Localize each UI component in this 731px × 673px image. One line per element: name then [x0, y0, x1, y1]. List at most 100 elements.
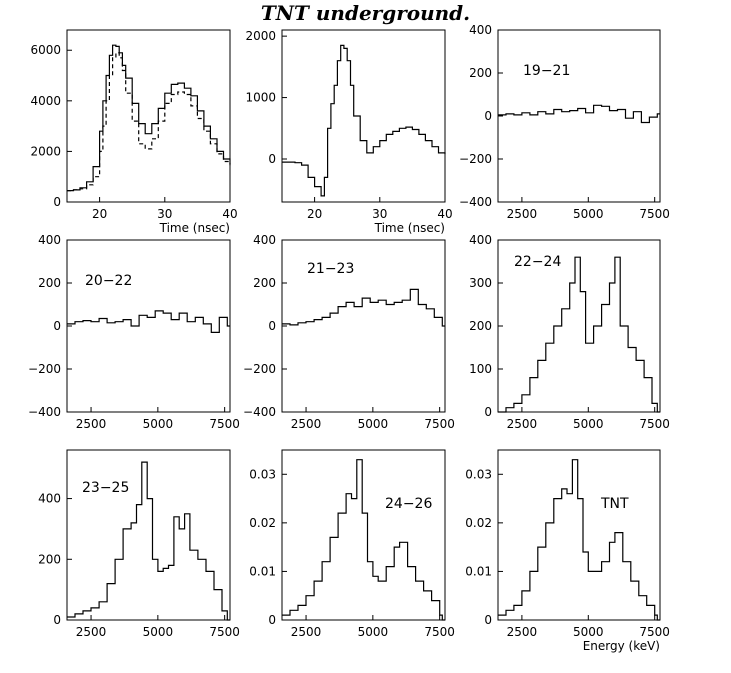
- x-tick-label: 2500: [291, 417, 322, 431]
- y-tick-label: 4000: [30, 94, 61, 108]
- x-axis-title: Time (nsec): [374, 221, 445, 235]
- data-series-1: [498, 256, 660, 413]
- data-series-2: [67, 52, 231, 192]
- y-tick-label: −400: [28, 405, 61, 419]
- chart-panel-5: 2500 5000 7500 −400 −200 0 200 400 21−23: [243, 233, 455, 431]
- x-tick-label: 5000: [573, 625, 604, 639]
- plot-frame: [497, 29, 661, 203]
- x-tick-label: 7500: [639, 417, 670, 431]
- panel-label: 24−26: [385, 496, 432, 512]
- y-tick-label: 0: [268, 613, 276, 627]
- y-tick-label: −200: [459, 152, 492, 166]
- panel-label: 22−24: [514, 254, 561, 270]
- data-series-1: [498, 459, 660, 621]
- x-tick-label: 5000: [358, 417, 389, 431]
- x-tick-label: 7500: [639, 625, 670, 639]
- x-tick-label: 2500: [76, 625, 107, 639]
- x-tick-label: 7500: [209, 625, 240, 639]
- y-tick-label: 0: [53, 319, 61, 333]
- data-series-1: [282, 44, 446, 197]
- chart-panel-2: 20 30 40 0 1000 2000 Time (nsec): [245, 29, 452, 235]
- y-tick-label: 100: [469, 362, 492, 376]
- data-series-1: [67, 310, 230, 333]
- y-tick-label: 0: [484, 613, 492, 627]
- chart-panel-9: 2500 5000 7500 0 0.01 0.02 0.03 Energy (keV) TNT: [465, 449, 670, 653]
- y-tick-label: 0: [53, 613, 61, 627]
- plot-frame: [281, 449, 446, 621]
- y-tick-label: −200: [243, 362, 276, 376]
- y-tick-label: 300: [469, 276, 492, 290]
- chart-panel-6: 2500 5000 7500 0 100 200 300 400 22−24: [469, 233, 670, 431]
- x-tick-label: 2500: [76, 417, 107, 431]
- x-tick-label: 7500: [424, 625, 455, 639]
- data-series-1: [498, 104, 660, 124]
- plot-frame: [497, 449, 661, 621]
- x-axis-title: Time (nsec): [159, 221, 230, 235]
- data-series-1: [282, 288, 445, 327]
- plot-frame: [66, 239, 231, 413]
- y-tick-label: −400: [243, 405, 276, 419]
- x-tick-label: 7500: [639, 207, 670, 221]
- panel-label: 19−21: [523, 63, 570, 79]
- y-tick-label: −400: [459, 195, 492, 209]
- plot-frame: [66, 449, 231, 621]
- y-tick-label: 0.02: [465, 516, 492, 530]
- panel-label: TNT: [600, 496, 629, 512]
- x-tick-label: 2500: [291, 625, 322, 639]
- x-tick-label: 5000: [573, 207, 604, 221]
- data-series-1: [67, 461, 230, 621]
- x-tick-label: 7500: [424, 417, 455, 431]
- x-tick-label: 20: [92, 207, 107, 221]
- page-title: TNT underground.: [260, 1, 471, 25]
- plot-frame: [66, 29, 231, 203]
- y-tick-label: 200: [469, 66, 492, 80]
- x-tick-label: 2500: [507, 417, 538, 431]
- y-tick-label: 0.01: [249, 564, 276, 578]
- data-series-1: [67, 44, 231, 192]
- y-tick-label: 0: [268, 152, 276, 166]
- data-series-1: [282, 459, 445, 621]
- x-tick-label: 5000: [358, 625, 389, 639]
- x-tick-label: 5000: [573, 417, 604, 431]
- x-tick-label: 7500: [209, 417, 240, 431]
- panel-label: 21−23: [307, 261, 354, 277]
- panel-label: 23−25: [82, 480, 129, 496]
- y-tick-label: 1000: [245, 91, 276, 105]
- chart-panel-4: 2500 5000 7500 −400 −200 0 200 400 20−22: [28, 233, 240, 431]
- y-tick-label: 2000: [245, 29, 276, 43]
- x-tick-label: 2500: [507, 625, 538, 639]
- y-tick-label: 200: [38, 276, 61, 290]
- panel-label: 20−22: [85, 273, 132, 289]
- chart-panel-1: 20 30 40 0 2000 4000 6000 Time (nsec): [30, 29, 238, 235]
- y-tick-label: 0.03: [249, 467, 276, 481]
- x-tick-label: 30: [372, 207, 387, 221]
- y-tick-label: 400: [253, 233, 276, 247]
- y-tick-label: 2000: [30, 144, 61, 158]
- y-tick-label: 200: [469, 319, 492, 333]
- chart-panel-8: 2500 5000 7500 0 0.01 0.02 0.03 24−26: [249, 449, 455, 639]
- x-tick-label: 30: [157, 207, 172, 221]
- y-tick-label: 0: [484, 405, 492, 419]
- y-tick-label: 400: [469, 23, 492, 37]
- x-tick-label: 40: [437, 207, 452, 221]
- x-tick-label: 5000: [143, 417, 174, 431]
- y-tick-label: 0: [484, 109, 492, 123]
- y-tick-label: 400: [38, 233, 61, 247]
- x-tick-label: 20: [307, 207, 322, 221]
- y-tick-label: 200: [38, 552, 61, 566]
- chart-panel-7: 2500 5000 7500 0 200 400 23−25: [38, 449, 240, 639]
- plot-frame: [281, 29, 446, 203]
- x-tick-label: 5000: [143, 625, 174, 639]
- y-tick-label: 400: [38, 492, 61, 506]
- y-tick-label: 200: [253, 276, 276, 290]
- x-tick-label: 2500: [507, 207, 538, 221]
- y-tick-label: 0.03: [465, 467, 492, 481]
- y-tick-label: 0.02: [249, 516, 276, 530]
- y-tick-label: 0: [268, 319, 276, 333]
- y-tick-label: 6000: [30, 43, 61, 57]
- x-tick-label: 40: [222, 207, 237, 221]
- x-axis-title: Energy (keV): [583, 639, 660, 653]
- y-tick-label: 0: [53, 195, 61, 209]
- y-tick-label: 400: [469, 233, 492, 247]
